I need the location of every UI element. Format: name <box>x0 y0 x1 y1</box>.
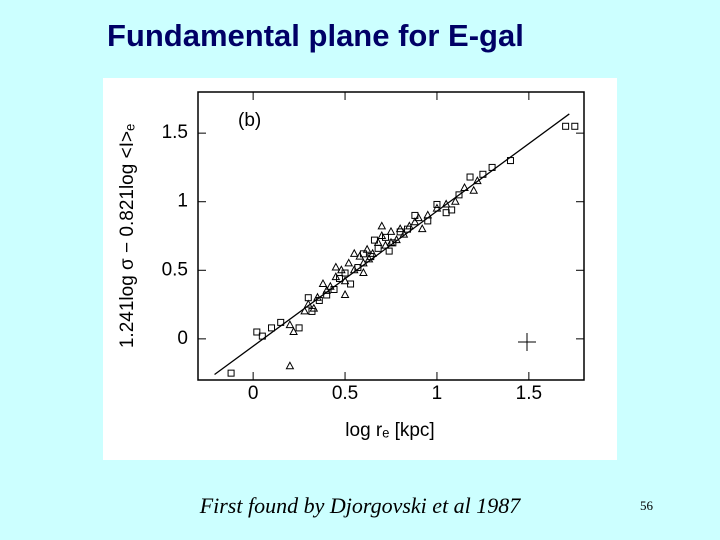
square-point <box>370 236 378 244</box>
square-point <box>341 269 349 277</box>
x-tick-label: 0 <box>248 383 259 404</box>
square-point <box>433 200 441 208</box>
square-point <box>336 275 344 283</box>
triangle-point <box>410 217 420 226</box>
square-point <box>295 324 303 332</box>
triangle-point <box>340 289 350 298</box>
x-tick-label: 0.5 <box>332 383 358 404</box>
y-tick-label: 1.5 <box>162 122 188 143</box>
triangle-point <box>377 230 387 239</box>
square-point <box>389 239 397 247</box>
square-point <box>227 369 235 377</box>
x-axis-label: log rₑ [kpc] <box>345 420 434 441</box>
y-tick-label: 0.5 <box>162 259 188 280</box>
square-point <box>562 122 570 130</box>
y-tick-label: 1 <box>177 191 188 212</box>
triangle-point <box>331 272 341 281</box>
square-point <box>381 233 389 241</box>
slide-title: Fundamental plane for E-gal <box>107 18 524 53</box>
square-point <box>268 324 276 332</box>
triangle-point <box>331 262 341 271</box>
square-point <box>374 244 382 252</box>
x-tick-label: 1.5 <box>516 383 542 404</box>
triangle-point <box>300 306 309 315</box>
triangle-point <box>377 221 387 230</box>
triangle-point <box>386 226 396 235</box>
square-point <box>411 211 419 219</box>
triangle-point <box>318 278 328 287</box>
square-point <box>359 250 367 258</box>
triangle-point <box>285 320 295 329</box>
triangle-point <box>414 213 423 222</box>
square-point <box>466 173 474 181</box>
triangle-point <box>349 265 359 274</box>
square-point <box>571 122 579 130</box>
triangle-point <box>362 244 372 253</box>
square-point <box>253 328 261 336</box>
page-number: 56 <box>640 498 653 513</box>
y-tick-label: 0 <box>177 328 188 349</box>
triangle-point <box>289 326 298 335</box>
square-point <box>396 228 404 236</box>
caption: First found by Djorgovski et al 1987 <box>199 493 521 518</box>
square-point <box>308 307 316 315</box>
plot-frame <box>197 91 585 381</box>
square-point <box>347 280 355 288</box>
square-point <box>442 209 450 217</box>
x-tick-label: 1 <box>432 383 443 404</box>
triangle-point <box>469 185 479 194</box>
triangle-point <box>417 224 427 233</box>
panel-label: (b) <box>238 110 261 131</box>
triangle-point <box>344 258 354 267</box>
triangle-point <box>359 267 368 277</box>
y-axis-label: 1.241log σ − 0.821log <I>ₑ <box>117 124 138 348</box>
fit-line <box>214 113 570 376</box>
square-point <box>385 247 393 255</box>
triangle-point <box>450 196 460 205</box>
square-point <box>304 294 312 302</box>
triangle-point <box>285 361 295 370</box>
triangle-point <box>349 248 359 257</box>
error-cross <box>518 333 536 351</box>
square-point <box>455 191 463 199</box>
